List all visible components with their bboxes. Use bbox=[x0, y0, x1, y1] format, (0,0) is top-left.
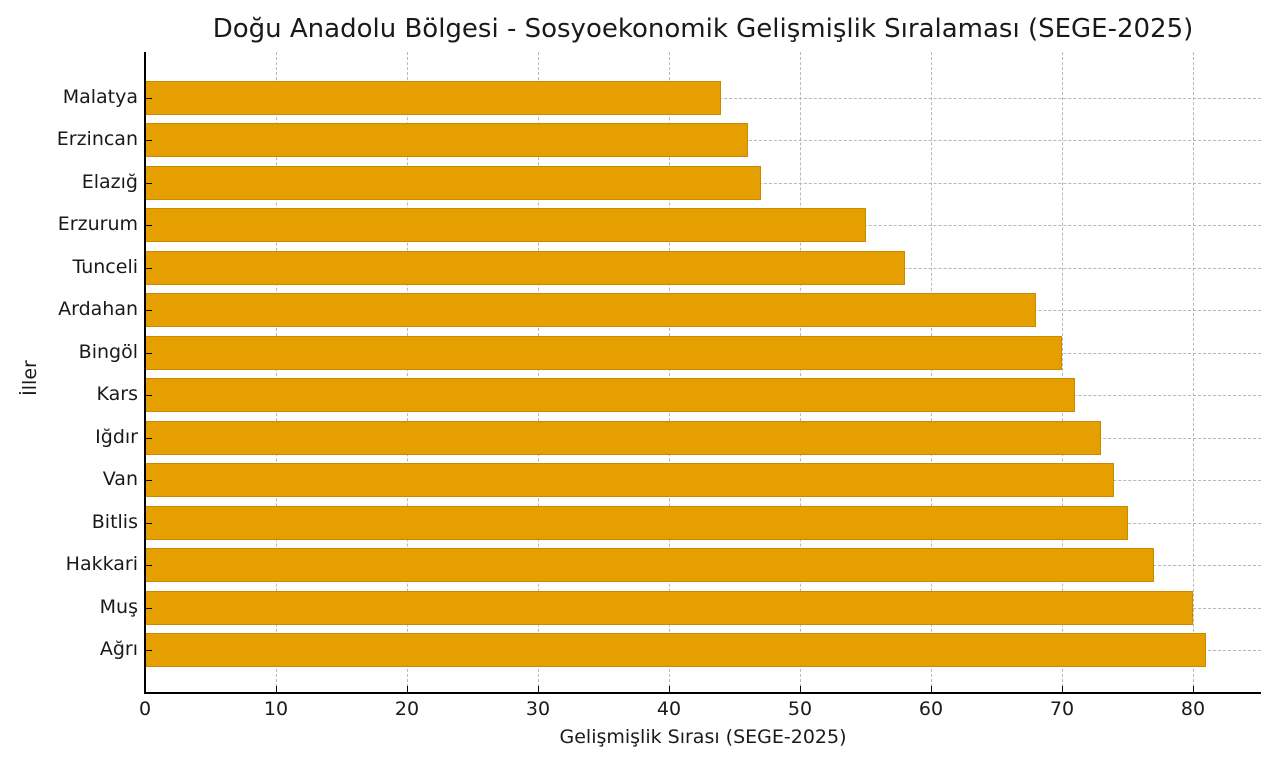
y-tick-label: Iğdır bbox=[95, 425, 138, 448]
bar bbox=[145, 378, 1076, 413]
y-tick bbox=[146, 225, 152, 227]
x-tick bbox=[145, 686, 146, 692]
y-tick-label: Bitlis bbox=[91, 510, 138, 533]
bar bbox=[145, 123, 748, 158]
y-tick bbox=[146, 395, 152, 397]
x-tick bbox=[1193, 686, 1194, 692]
y-tick-label: Ardahan bbox=[58, 298, 138, 321]
bar bbox=[145, 633, 1207, 667]
x-tick-label: 40 bbox=[656, 698, 682, 720]
x-tick bbox=[931, 686, 932, 692]
y-axis-line bbox=[144, 52, 146, 693]
y-tick-label: Malatya bbox=[62, 86, 138, 108]
bar bbox=[145, 335, 1062, 370]
x-tick-label: 50 bbox=[787, 698, 813, 720]
bar bbox=[145, 250, 905, 285]
x-tick bbox=[276, 686, 277, 692]
x-tick bbox=[669, 686, 670, 692]
y-tick bbox=[146, 182, 152, 184]
y-tick bbox=[146, 140, 152, 142]
x-tick bbox=[407, 686, 408, 692]
y-tick bbox=[146, 480, 152, 482]
bar bbox=[145, 165, 761, 200]
y-tick bbox=[146, 98, 152, 99]
bar bbox=[145, 505, 1128, 540]
x-tick-label: 60 bbox=[918, 698, 944, 720]
vertical-gridline bbox=[800, 52, 801, 692]
vertical-gridline bbox=[931, 52, 932, 692]
plot-area bbox=[145, 52, 1261, 692]
bar bbox=[145, 208, 866, 243]
y-tick bbox=[146, 267, 152, 269]
bar bbox=[145, 81, 722, 115]
vertical-gridline bbox=[1193, 52, 1194, 692]
y-tick bbox=[146, 522, 152, 524]
chart-title: Doğu Anadolu Bölgesi - Sosyoekonomik Gel… bbox=[212, 14, 1194, 44]
vertical-gridline bbox=[407, 52, 408, 692]
x-tick bbox=[800, 686, 801, 692]
x-tick bbox=[1062, 686, 1063, 692]
y-axis-title: İller bbox=[19, 360, 41, 396]
y-tick-label: Ağrı bbox=[99, 638, 138, 660]
y-tick-label: Kars bbox=[96, 383, 138, 406]
y-tick-label: Erzurum bbox=[57, 213, 138, 236]
x-tick-label: 30 bbox=[525, 698, 551, 720]
y-tick bbox=[146, 650, 152, 651]
x-tick-label: 70 bbox=[1049, 698, 1075, 720]
bar bbox=[145, 590, 1193, 625]
y-tick bbox=[146, 607, 152, 609]
y-tick-label: Muş bbox=[99, 595, 138, 618]
y-tick-label: Hakkari bbox=[65, 553, 138, 576]
y-tick-label: Van bbox=[102, 468, 138, 491]
vertical-gridline bbox=[669, 52, 670, 692]
x-tick-label: 20 bbox=[394, 698, 420, 720]
x-tick-label: 80 bbox=[1180, 698, 1206, 720]
y-tick-label: Erzincan bbox=[56, 128, 138, 151]
x-tick bbox=[538, 686, 539, 692]
vertical-gridline bbox=[1062, 52, 1063, 692]
y-tick bbox=[146, 437, 152, 439]
vertical-gridline bbox=[276, 52, 277, 692]
y-tick bbox=[146, 352, 152, 354]
y-tick-label: Bingöl bbox=[78, 340, 138, 363]
bar bbox=[145, 548, 1154, 583]
bar bbox=[145, 420, 1102, 455]
y-tick bbox=[146, 310, 152, 312]
x-axis-title: Gelişmişlik Sırası (SEGE-2025) bbox=[559, 726, 847, 748]
x-tick-label: 0 bbox=[138, 698, 152, 720]
y-tick bbox=[146, 565, 152, 567]
x-tick-label: 10 bbox=[263, 698, 289, 720]
vertical-gridline bbox=[538, 52, 539, 692]
bar bbox=[145, 463, 1115, 498]
y-tick-label: Tunceli bbox=[72, 255, 139, 278]
y-tick-label: Elazığ bbox=[81, 170, 138, 193]
bar bbox=[145, 293, 1036, 328]
x-axis-line bbox=[144, 692, 1261, 694]
